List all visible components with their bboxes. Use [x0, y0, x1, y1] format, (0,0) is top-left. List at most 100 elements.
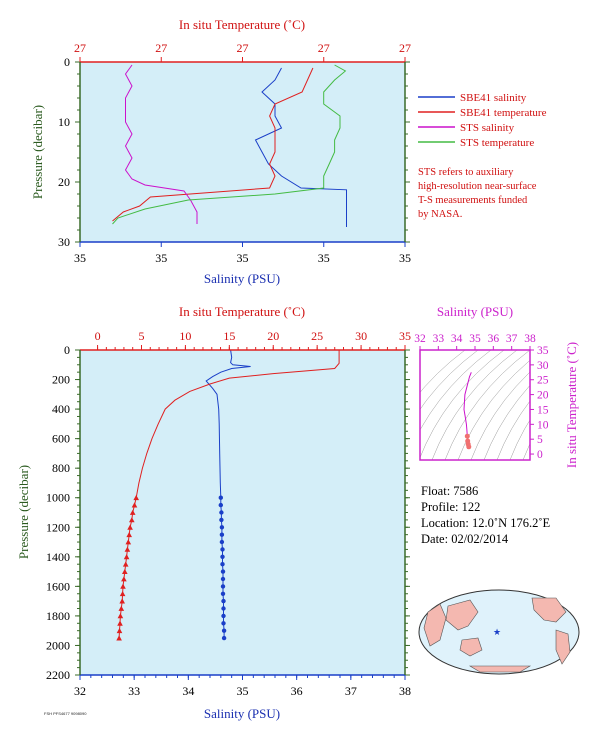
lower-top-tick-label-2: 10	[179, 329, 191, 343]
legend: SBE41 salinity SBE41 temperature STS sal…	[418, 92, 547, 220]
lower-top-tick-label-1: 5	[138, 329, 144, 343]
upper-bottom-tick-label-2: 35	[237, 251, 249, 265]
salinity-marker-5	[219, 532, 225, 537]
date: Date: 02/02/2014	[421, 532, 509, 546]
temperature-marker-8	[123, 554, 130, 560]
upper-top-tick-label-2: 27	[237, 41, 249, 55]
lower-bottom-tick-label-2: 34	[182, 684, 194, 698]
temperature-marker-7	[124, 546, 131, 552]
map-land-australia	[459, 637, 483, 657]
note-line-4: by NASA.	[418, 209, 462, 220]
inset-isopycnal-7	[470, 371, 530, 460]
temperature-marker-11	[121, 576, 127, 582]
temperature-marker-2	[129, 509, 136, 515]
lower-left-tick-label-10: 2000	[46, 638, 70, 652]
map-float-marker-icon: ★	[493, 627, 501, 637]
salinity-marker-4	[219, 525, 225, 530]
upper-left-tick-label-1: 10	[58, 115, 70, 129]
footer-code: FSH PFS4677 9098090	[44, 711, 87, 716]
temperature-marker-6	[125, 539, 132, 545]
temperature-marker-12	[120, 583, 126, 589]
map-land-asia	[445, 599, 479, 631]
inset-top-axis-title: Salinity (PSU)	[437, 304, 513, 319]
salinity-marker-2	[219, 510, 224, 515]
salinity-marker-18	[221, 628, 227, 633]
salinity-marker-8	[220, 554, 225, 559]
upper-plot-area	[80, 62, 405, 242]
upper-top-tick-label-3: 27	[318, 41, 330, 55]
lower-bottom-tick-label-5: 37	[345, 684, 357, 698]
lower-left-tick-label-6: 1200	[46, 520, 70, 534]
map-land-north-america	[531, 597, 567, 623]
temperature-marker-16	[117, 613, 124, 619]
inset-isopycnal-3	[420, 350, 505, 459]
salinity-marker-6	[219, 539, 225, 545]
temperature-marker-3	[129, 517, 135, 523]
salinity-marker-9	[220, 562, 225, 567]
legend-label-sbe41-temperature: SBE41 temperature	[460, 107, 547, 119]
inset-right-tick-label-0: 0	[537, 449, 543, 461]
upper-left-axis-title: Pressure (decibar)	[30, 105, 45, 199]
lower-top-tick-label-3: 15	[223, 329, 235, 343]
upper-bottom-axis-title: Salinity (PSU)	[204, 271, 280, 286]
float-id: Float: 7586	[421, 484, 479, 498]
inset-isopycnal-4	[431, 350, 518, 460]
salinity-marker-19	[221, 635, 227, 641]
profile-number: Profile: 122	[421, 500, 481, 514]
inset-right-tick-label-5: 25	[537, 375, 549, 387]
salinity-marker-17	[221, 621, 226, 626]
upper-bottom-tick-label-3: 35	[318, 251, 330, 265]
inset-isopycnal-11	[522, 443, 530, 460]
upper-series-line-2	[124, 64, 198, 224]
note-line-1: STS refers to auxiliary	[418, 167, 514, 178]
temperature-marker-15	[118, 605, 125, 611]
lower-left-tick-label-0: 0	[64, 343, 70, 357]
temperature-marker-9	[122, 561, 129, 567]
salinity-marker-14	[221, 598, 226, 604]
lower-bottom-tick-label-6: 38	[399, 684, 411, 698]
lower-bottom-tick-label-3: 35	[237, 684, 249, 698]
inset-ts-marker-0	[464, 433, 470, 439]
lower-left-tick-label-3: 600	[52, 432, 70, 446]
salinity-marker-7	[220, 547, 225, 552]
temperature-marker-0	[133, 494, 139, 501]
temperature-marker-19	[116, 635, 122, 641]
salinity-marker-12	[220, 584, 226, 589]
temperature-profile-line	[118, 350, 340, 639]
temperature-marker-10	[122, 568, 128, 574]
note-line-2: high-resolution near-surface	[418, 181, 537, 192]
lower-top-tick-label-0: 0	[95, 329, 101, 343]
inset-isopycnal-10	[509, 419, 530, 460]
salinity-marker-11	[220, 576, 226, 582]
note-line-3: T-S measurements funded	[418, 195, 528, 206]
upper-left-tick-label-0: 0	[64, 55, 70, 69]
lower-top-tick-label-5: 25	[311, 329, 323, 343]
temperature-marker-13	[119, 591, 126, 597]
inset-isopycnal-9	[496, 400, 530, 460]
inset-isopycnal-8	[483, 385, 530, 460]
inset-isopycnal-5	[444, 350, 530, 460]
inset-isopycnal-2	[420, 350, 492, 431]
temperature-marker-18	[116, 627, 123, 634]
upper-bottom-tick-label-0: 35	[74, 251, 86, 265]
lower-top-tick-label-6: 30	[355, 329, 367, 343]
salinity-marker-3	[219, 517, 224, 523]
inset-top-tick-label-1: 33	[433, 333, 445, 345]
temperature-marker-17	[117, 620, 123, 626]
inset-ts-marker-3	[466, 444, 472, 450]
inset-right-tick-label-2: 10	[537, 419, 549, 431]
lower-left-tick-label-11: 2200	[46, 668, 70, 682]
inset-right-axis-title: In situ Temperature (˚C)	[564, 342, 579, 468]
salinity-marker-13	[220, 591, 226, 596]
inset-isopycnal-1	[420, 350, 479, 410]
upper-series-line-1	[112, 67, 314, 222]
lower-left-axis-title: Pressure (decibar)	[16, 465, 31, 559]
lower-bottom-tick-label-1: 33	[128, 684, 140, 698]
upper-top-tick-label-1: 27	[155, 41, 167, 55]
salinity-marker-0	[218, 495, 223, 500]
inset-isopycnal-6	[457, 360, 530, 460]
float-info: Float: 7586 Profile: 122 Location: 12.0˚…	[421, 483, 550, 547]
lower-profile-panel: 0200400600800100012001400160018002000220…	[16, 304, 411, 721]
lower-left-tick-label-4: 800	[52, 461, 70, 475]
